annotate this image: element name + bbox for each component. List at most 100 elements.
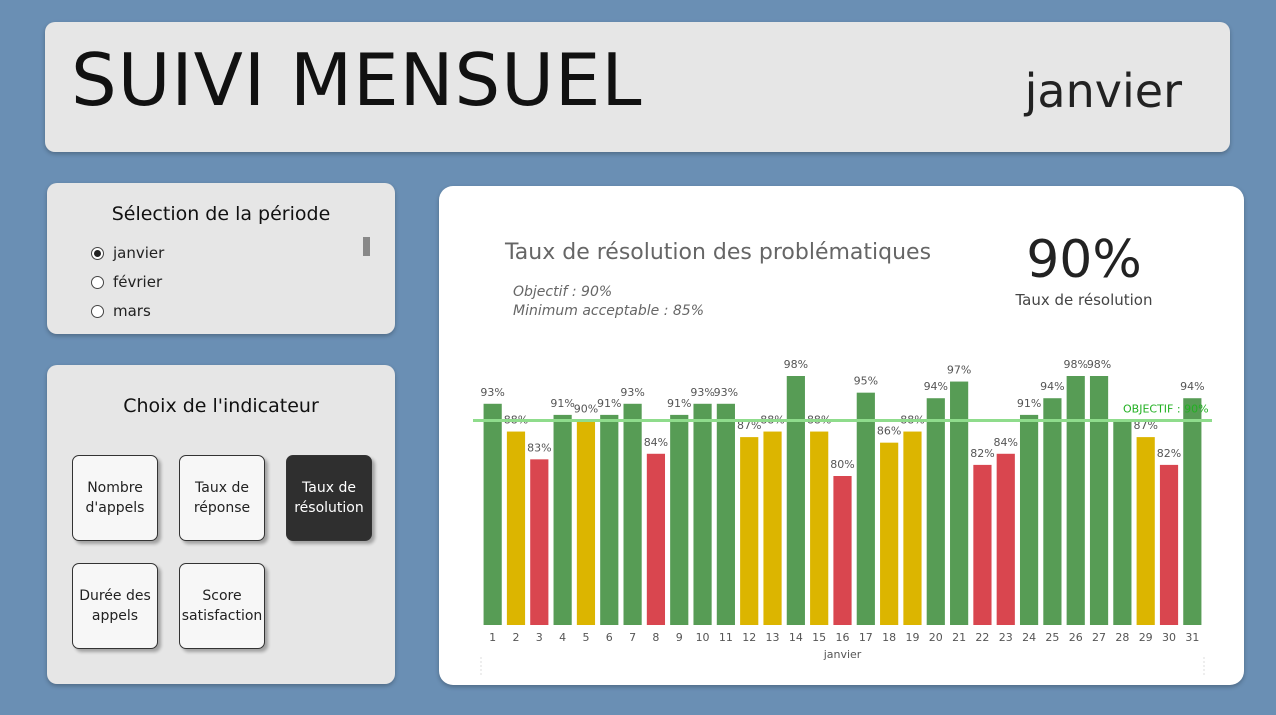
data-label-16: 80% — [830, 458, 854, 471]
data-label-27: 98% — [1087, 358, 1111, 371]
period-option-mars[interactable]: mars — [91, 302, 151, 320]
header-panel: SUIVI MENSUEL janvier — [45, 22, 1230, 152]
bar-15 — [810, 431, 829, 625]
period-option-janvier[interactable]: janvier — [91, 244, 164, 262]
data-label-24: 91% — [1017, 397, 1041, 410]
period-option-label: janvier — [113, 244, 165, 262]
tick-label-6: 6 — [606, 631, 613, 644]
bar-13 — [763, 431, 782, 625]
indicator-panel-title: Choix de l'indicateur — [123, 395, 319, 417]
bar-6 — [600, 414, 619, 625]
data-label-31: 94% — [1180, 380, 1204, 393]
period-slicer: Sélection de la période janvier février … — [47, 183, 395, 334]
data-label-26: 98% — [1063, 358, 1087, 371]
bar-14 — [786, 376, 805, 625]
x-axis-title: janvier — [823, 648, 862, 661]
data-label-25: 94% — [1040, 380, 1064, 393]
btn-nombre-appels[interactable]: Nombre d'appels — [72, 455, 158, 541]
bar-29 — [1136, 437, 1155, 625]
bar-7 — [623, 403, 642, 625]
bar-26 — [1066, 376, 1085, 625]
tick-label-26: 26 — [1069, 631, 1083, 644]
tick-label-25: 25 — [1045, 631, 1059, 644]
bar-31 — [1183, 398, 1202, 625]
page-title: SUIVI MENSUEL — [71, 38, 643, 122]
data-label-4: 91% — [550, 397, 574, 410]
tick-label-11: 11 — [719, 631, 733, 644]
bar-24 — [1019, 414, 1039, 625]
bar-16 — [833, 476, 852, 625]
kpi-label: Taux de résolution — [1015, 291, 1153, 309]
data-label-9: 91% — [667, 397, 691, 410]
radio-icon[interactable] — [91, 275, 104, 289]
data-label-10: 93% — [690, 386, 714, 399]
chart-card: Taux de résolution des problématiques Ob… — [439, 186, 1244, 685]
tick-label-20: 20 — [929, 631, 943, 644]
tick-label-19: 19 — [905, 631, 919, 644]
data-label-20: 94% — [924, 380, 948, 393]
tick-label-30: 30 — [1162, 631, 1176, 644]
period-slicer-title: Sélection de la période — [111, 203, 331, 225]
tick-label-18: 18 — [882, 631, 896, 644]
btn-score-satisfaction[interactable]: Score satisfaction — [179, 563, 265, 649]
btn-taux-reponse[interactable]: Taux de réponse — [179, 455, 265, 541]
chart-title: Taux de résolution des problématiques — [505, 240, 932, 265]
btn-duree-appels[interactable]: Durée des appels — [72, 563, 158, 649]
bar-20 — [926, 398, 945, 625]
bar-8 — [646, 453, 666, 625]
bar-chart: 93%188%283%391%490%591%693%784%891%993%1… — [473, 358, 1212, 677]
bar-30 — [1159, 464, 1179, 625]
tick-label-1: 1 — [489, 631, 496, 644]
bar-10 — [693, 403, 712, 625]
data-label-3: 83% — [527, 441, 551, 454]
bar-27 — [1089, 376, 1109, 625]
bar-25 — [1043, 398, 1062, 625]
tick-label-2: 2 — [512, 631, 519, 644]
tick-label-17: 17 — [859, 631, 873, 644]
tick-label-29: 29 — [1139, 631, 1153, 644]
slicer-scrollbar[interactable] — [363, 237, 370, 256]
btn-taux-resolution[interactable]: Taux de résolution — [286, 455, 372, 541]
bar-21 — [950, 381, 969, 625]
data-label-14: 98% — [784, 358, 808, 371]
tick-label-14: 14 — [789, 631, 803, 644]
period-option-label: février — [113, 273, 163, 291]
indicator-panel: Choix de l'indicateur Nombre d'appels Ta… — [47, 365, 395, 684]
tick-label-12: 12 — [742, 631, 756, 644]
tick-label-22: 22 — [975, 631, 989, 644]
data-label-23: 84% — [994, 436, 1018, 449]
bar-18 — [880, 442, 899, 625]
data-label-5: 90% — [574, 402, 598, 415]
tick-label-3: 3 — [536, 631, 543, 644]
bar-23 — [996, 453, 1015, 625]
bar-4 — [553, 414, 572, 625]
objective-note: Objectif : 90% — [513, 284, 613, 300]
tick-label-8: 8 — [652, 631, 659, 644]
tick-label-27: 27 — [1092, 631, 1106, 644]
bar-17 — [856, 392, 875, 625]
radio-selected-icon[interactable] — [91, 246, 104, 260]
data-label-18: 86% — [877, 425, 901, 438]
tick-label-15: 15 — [812, 631, 826, 644]
tick-label-31: 31 — [1185, 631, 1199, 644]
bar-2 — [506, 431, 526, 625]
period-option-label: mars — [113, 302, 151, 320]
bar-12 — [740, 437, 759, 625]
data-label-30: 82% — [1157, 447, 1181, 460]
data-label-1: 93% — [480, 386, 504, 399]
tick-label-28: 28 — [1115, 631, 1129, 644]
data-label-6: 91% — [597, 397, 621, 410]
radio-icon[interactable] — [91, 304, 104, 318]
bar-1 — [483, 403, 502, 625]
bar-11 — [716, 403, 735, 625]
tick-label-13: 13 — [766, 631, 780, 644]
tick-label-10: 10 — [696, 631, 710, 644]
data-label-7: 93% — [620, 386, 644, 399]
data-label-12: 87% — [737, 419, 761, 432]
tick-label-5: 5 — [582, 631, 589, 644]
bar-28 — [1113, 420, 1132, 625]
period-option-fevrier[interactable]: février — [91, 273, 162, 291]
selected-month-label: janvier — [1024, 64, 1182, 118]
bar-22 — [973, 464, 992, 625]
tick-label-7: 7 — [629, 631, 636, 644]
